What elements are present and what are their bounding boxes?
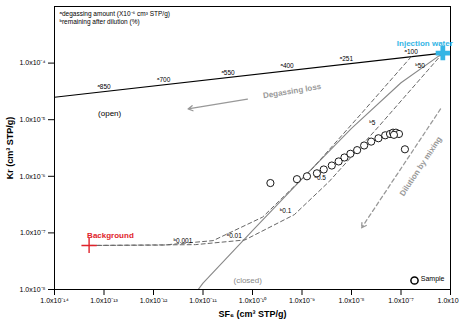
svg-text:Sample: Sample: [421, 275, 445, 283]
svg-text:1.0x10⁻⁷: 1.0x10⁻⁷: [20, 229, 46, 236]
svg-text:1.0x10⁻⁶: 1.0x10⁻⁶: [20, 173, 46, 180]
svg-text:1.0x10⁻¹¹: 1.0x10⁻¹¹: [189, 297, 217, 304]
svg-text:ᵇ0.5: ᵇ0.5: [314, 173, 326, 181]
svg-text:ᵇ5: ᵇ5: [369, 119, 375, 126]
svg-text:1.0x10⁻⁸: 1.0x10⁻⁸: [339, 297, 365, 304]
svg-text:ᵇ0.1: ᵇ0.1: [280, 207, 292, 214]
svg-text:1.0x10⁻¹⁰: 1.0x10⁻¹⁰: [239, 297, 267, 304]
svg-text:Background: Background: [87, 231, 134, 240]
svg-text:1.0x10⁻¹³: 1.0x10⁻¹³: [90, 297, 118, 304]
svg-text:1.0x10⁻⁵: 1.0x10⁻⁵: [20, 116, 46, 123]
svg-text:Dilution by mixing: Dilution by mixing: [398, 135, 444, 198]
svg-text:ᵇ0.01: ᵇ0.01: [227, 232, 242, 239]
svg-text:ᵇ50: ᵇ50: [415, 62, 425, 69]
svg-text:(open): (open): [98, 109, 121, 118]
svg-text:Injection water: Injection water: [397, 39, 453, 48]
svg-text:ᵃ550: ᵃ550: [221, 69, 235, 76]
svg-text:1.0x10⁻⁴: 1.0x10⁻⁴: [19, 59, 45, 66]
svg-text:(closed): (closed): [233, 276, 262, 285]
svg-text:SF₆ (cm³ STP/g): SF₆ (cm³ STP/g): [218, 309, 286, 319]
svg-text:Kr (cm³ STP/g): Kr (cm³ STP/g): [5, 117, 15, 180]
svg-text:ᵃ400: ᵃ400: [280, 62, 294, 69]
svg-text:1.0x10⁻¹⁴: 1.0x10⁻¹⁴: [40, 297, 68, 304]
svg-text:1.0x10⁻⁸: 1.0x10⁻⁸: [20, 286, 46, 293]
svg-text:Degassing loss: Degassing loss: [262, 82, 322, 100]
svg-text:ᵃ850: ᵃ850: [97, 83, 111, 90]
svg-text:1.0x10⁻⁷: 1.0x10⁻⁷: [388, 297, 414, 304]
svg-text:1.0x10⁻⁶: 1.0x10⁻⁶: [438, 297, 459, 304]
svg-text:ᵃ100: ᵃ100: [404, 48, 418, 55]
svg-text:ᵃ251: ᵃ251: [340, 55, 354, 62]
svg-text:ᵃ700: ᵃ700: [157, 76, 171, 83]
svg-text:1.0x10⁻¹²: 1.0x10⁻¹²: [140, 297, 168, 304]
svg-text:1.0x10⁻⁹: 1.0x10⁻⁹: [289, 297, 315, 304]
svg-text:ᵃdegassing amount (X10⁻⁶ cm³ S: ᵃdegassing amount (X10⁻⁶ cm³ STP/g)ᵇrema…: [60, 10, 170, 26]
svg-text:ᵇ0.001: ᵇ0.001: [174, 237, 193, 244]
